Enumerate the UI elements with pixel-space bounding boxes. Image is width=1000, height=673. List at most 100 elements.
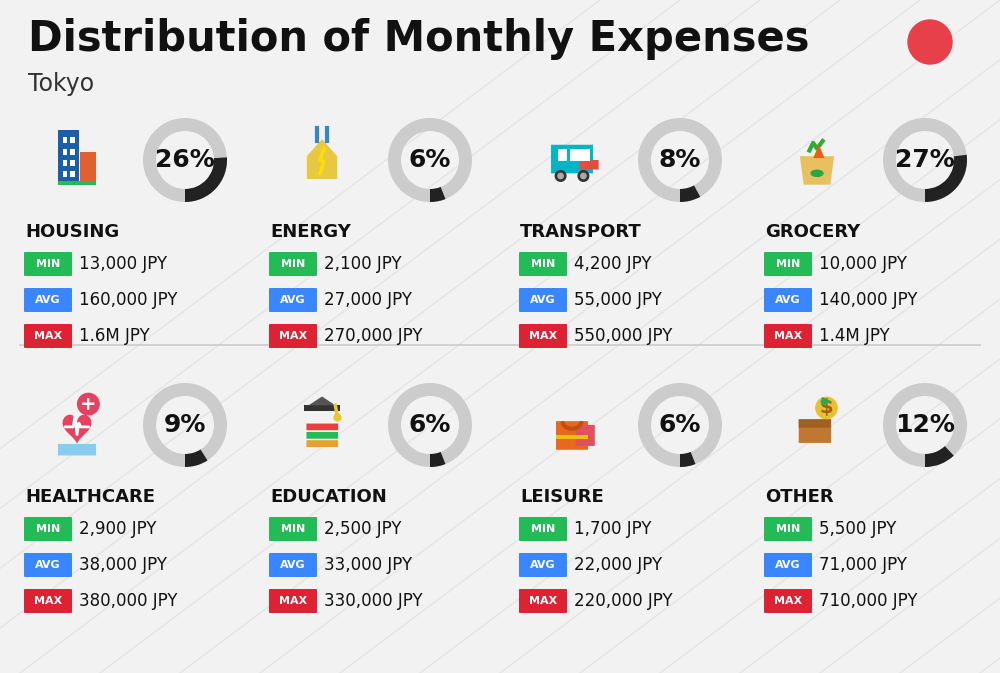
Text: 9%: 9% bbox=[164, 413, 206, 437]
FancyBboxPatch shape bbox=[764, 252, 812, 276]
Wedge shape bbox=[388, 383, 472, 467]
Text: 12%: 12% bbox=[895, 413, 955, 437]
Text: 5,500 JPY: 5,500 JPY bbox=[819, 520, 896, 538]
FancyBboxPatch shape bbox=[306, 431, 338, 439]
Text: 6%: 6% bbox=[659, 413, 701, 437]
Polygon shape bbox=[800, 156, 834, 184]
FancyBboxPatch shape bbox=[580, 160, 599, 170]
FancyBboxPatch shape bbox=[58, 444, 96, 456]
FancyBboxPatch shape bbox=[519, 517, 567, 541]
FancyBboxPatch shape bbox=[556, 421, 588, 450]
FancyBboxPatch shape bbox=[519, 288, 567, 312]
Text: 33,000 JPY: 33,000 JPY bbox=[324, 556, 412, 574]
Text: Distribution of Monthly Expenses: Distribution of Monthly Expenses bbox=[28, 18, 810, 60]
Text: AVG: AVG bbox=[775, 295, 801, 305]
Text: MAX: MAX bbox=[34, 331, 62, 341]
Text: EDUCATION: EDUCATION bbox=[270, 488, 387, 506]
Text: 140,000 JPY: 140,000 JPY bbox=[819, 291, 918, 309]
Text: MIN: MIN bbox=[776, 524, 800, 534]
FancyBboxPatch shape bbox=[24, 589, 72, 613]
Text: ENERGY: ENERGY bbox=[270, 223, 351, 241]
Wedge shape bbox=[430, 187, 445, 202]
Text: HOUSING: HOUSING bbox=[25, 223, 119, 241]
Text: 6%: 6% bbox=[409, 413, 451, 437]
Text: 1.6M JPY: 1.6M JPY bbox=[79, 327, 150, 345]
FancyBboxPatch shape bbox=[24, 252, 72, 276]
FancyBboxPatch shape bbox=[551, 145, 593, 174]
Circle shape bbox=[578, 171, 589, 181]
FancyBboxPatch shape bbox=[799, 419, 831, 443]
Wedge shape bbox=[883, 383, 967, 467]
FancyBboxPatch shape bbox=[519, 553, 567, 577]
Text: 27,000 JPY: 27,000 JPY bbox=[324, 291, 412, 309]
Text: 160,000 JPY: 160,000 JPY bbox=[79, 291, 178, 309]
Wedge shape bbox=[925, 446, 954, 467]
Wedge shape bbox=[883, 118, 967, 202]
Text: 710,000 JPY: 710,000 JPY bbox=[819, 592, 918, 610]
Text: MAX: MAX bbox=[529, 331, 557, 341]
Circle shape bbox=[908, 20, 952, 64]
FancyBboxPatch shape bbox=[58, 130, 79, 183]
Wedge shape bbox=[143, 118, 227, 202]
Text: 1,700 JPY: 1,700 JPY bbox=[574, 520, 652, 538]
FancyBboxPatch shape bbox=[80, 152, 96, 183]
Text: TRANSPORT: TRANSPORT bbox=[520, 223, 642, 241]
Text: 380,000 JPY: 380,000 JPY bbox=[79, 592, 178, 610]
FancyBboxPatch shape bbox=[519, 589, 567, 613]
FancyBboxPatch shape bbox=[304, 405, 340, 411]
Text: 13,000 JPY: 13,000 JPY bbox=[79, 255, 167, 273]
Polygon shape bbox=[307, 139, 337, 179]
Text: MIN: MIN bbox=[776, 259, 800, 269]
Circle shape bbox=[555, 171, 566, 181]
Wedge shape bbox=[638, 383, 722, 467]
Text: 6%: 6% bbox=[409, 148, 451, 172]
Text: 4,200 JPY: 4,200 JPY bbox=[574, 255, 652, 273]
Text: 22,000 JPY: 22,000 JPY bbox=[574, 556, 662, 574]
Text: MAX: MAX bbox=[34, 596, 62, 606]
Text: 10,000 JPY: 10,000 JPY bbox=[819, 255, 907, 273]
Wedge shape bbox=[185, 450, 208, 467]
Text: 2,900 JPY: 2,900 JPY bbox=[79, 520, 156, 538]
Text: 26%: 26% bbox=[155, 148, 215, 172]
Wedge shape bbox=[430, 452, 445, 467]
Text: 220,000 JPY: 220,000 JPY bbox=[574, 592, 673, 610]
FancyBboxPatch shape bbox=[764, 288, 812, 312]
Text: Tokyo: Tokyo bbox=[28, 72, 94, 96]
Wedge shape bbox=[680, 186, 700, 202]
Text: +: + bbox=[80, 394, 97, 414]
FancyBboxPatch shape bbox=[58, 181, 96, 186]
Text: MIN: MIN bbox=[36, 524, 60, 534]
FancyBboxPatch shape bbox=[269, 553, 317, 577]
FancyBboxPatch shape bbox=[570, 149, 580, 161]
FancyBboxPatch shape bbox=[24, 288, 72, 312]
Wedge shape bbox=[185, 157, 227, 202]
FancyBboxPatch shape bbox=[269, 517, 317, 541]
FancyBboxPatch shape bbox=[269, 288, 317, 312]
Wedge shape bbox=[388, 118, 472, 202]
Circle shape bbox=[581, 174, 586, 178]
Text: MIN: MIN bbox=[281, 259, 305, 269]
FancyBboxPatch shape bbox=[70, 160, 75, 166]
FancyBboxPatch shape bbox=[24, 324, 72, 348]
FancyBboxPatch shape bbox=[269, 324, 317, 348]
FancyBboxPatch shape bbox=[24, 517, 72, 541]
FancyBboxPatch shape bbox=[764, 589, 812, 613]
FancyBboxPatch shape bbox=[799, 419, 831, 428]
Text: AVG: AVG bbox=[280, 560, 306, 570]
Text: 330,000 JPY: 330,000 JPY bbox=[324, 592, 423, 610]
Wedge shape bbox=[638, 118, 722, 202]
Text: MAX: MAX bbox=[279, 596, 307, 606]
Text: MAX: MAX bbox=[279, 331, 307, 341]
Polygon shape bbox=[309, 396, 335, 405]
Wedge shape bbox=[925, 155, 967, 202]
FancyBboxPatch shape bbox=[558, 149, 567, 161]
Circle shape bbox=[816, 397, 837, 419]
FancyBboxPatch shape bbox=[519, 252, 567, 276]
FancyBboxPatch shape bbox=[580, 149, 590, 161]
Text: AVG: AVG bbox=[530, 295, 556, 305]
Text: AVG: AVG bbox=[35, 560, 61, 570]
FancyBboxPatch shape bbox=[306, 440, 338, 448]
Wedge shape bbox=[143, 383, 227, 467]
FancyBboxPatch shape bbox=[556, 435, 588, 439]
FancyBboxPatch shape bbox=[24, 553, 72, 577]
